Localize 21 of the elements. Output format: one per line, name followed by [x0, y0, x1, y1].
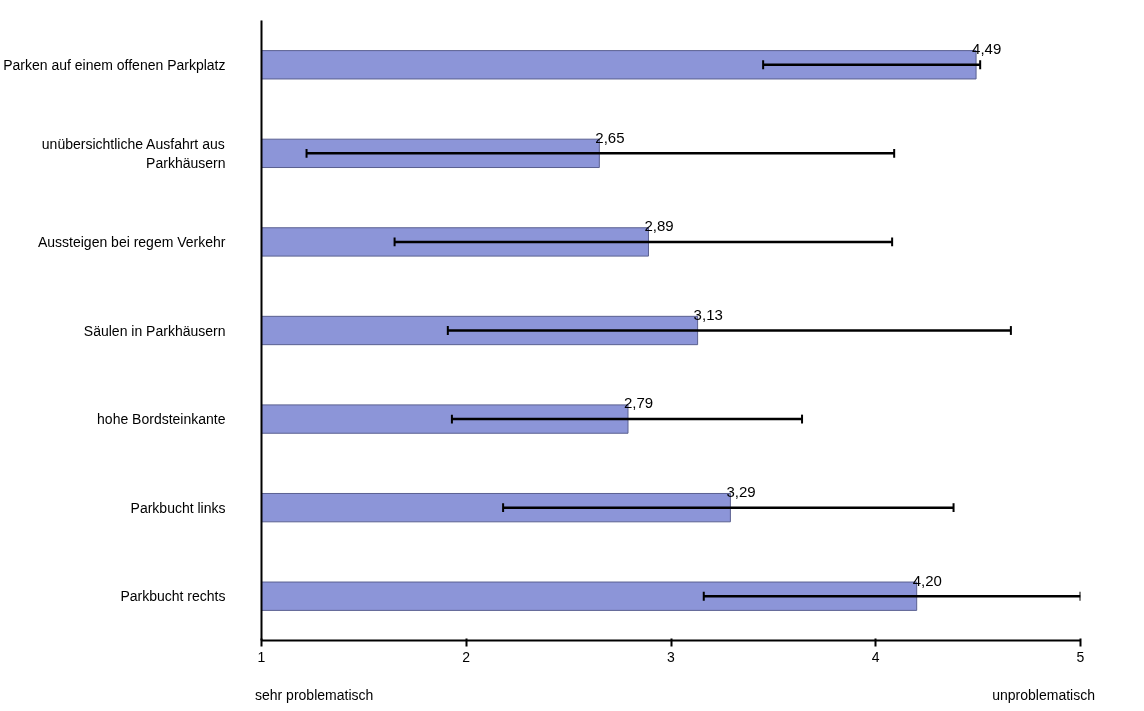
y-tick-label: unübersichtliche Ausfahrt aus Parkhäusern — [41, 135, 226, 171]
x-tick-label: 4 — [871, 648, 880, 665]
y-tick-label: Säulen in Parkhäusern — [83, 322, 226, 339]
y-tick-label: Parken auf einem offenen Parkplatz — [3, 56, 226, 73]
x-tick-label: 5 — [1076, 648, 1085, 665]
x-tick-label: 2 — [462, 648, 471, 665]
data-label: 3,13 — [693, 305, 723, 323]
x-tick-label: 1 — [257, 648, 266, 665]
text: unproblematisch — [992, 686, 1095, 705]
y-tick-label: Parkbucht rechts — [120, 588, 226, 605]
data-label: 2,65 — [595, 128, 625, 146]
data-label: 4,49 — [972, 40, 1002, 58]
x-tick-label: 3 — [667, 648, 676, 665]
y-tick-label: Aussteigen bei regem Verkehr — [37, 233, 226, 250]
data-label: 4,20 — [912, 571, 942, 589]
data-label: 2,79 — [624, 394, 654, 412]
text: sehr problematisch — [255, 686, 374, 705]
data-label: 3,29 — [726, 483, 756, 501]
y-tick-label: hohe Bordsteinkante — [97, 411, 226, 428]
y-tick-label: Parkbucht links — [130, 499, 226, 516]
data-label: 2,89 — [644, 217, 674, 235]
